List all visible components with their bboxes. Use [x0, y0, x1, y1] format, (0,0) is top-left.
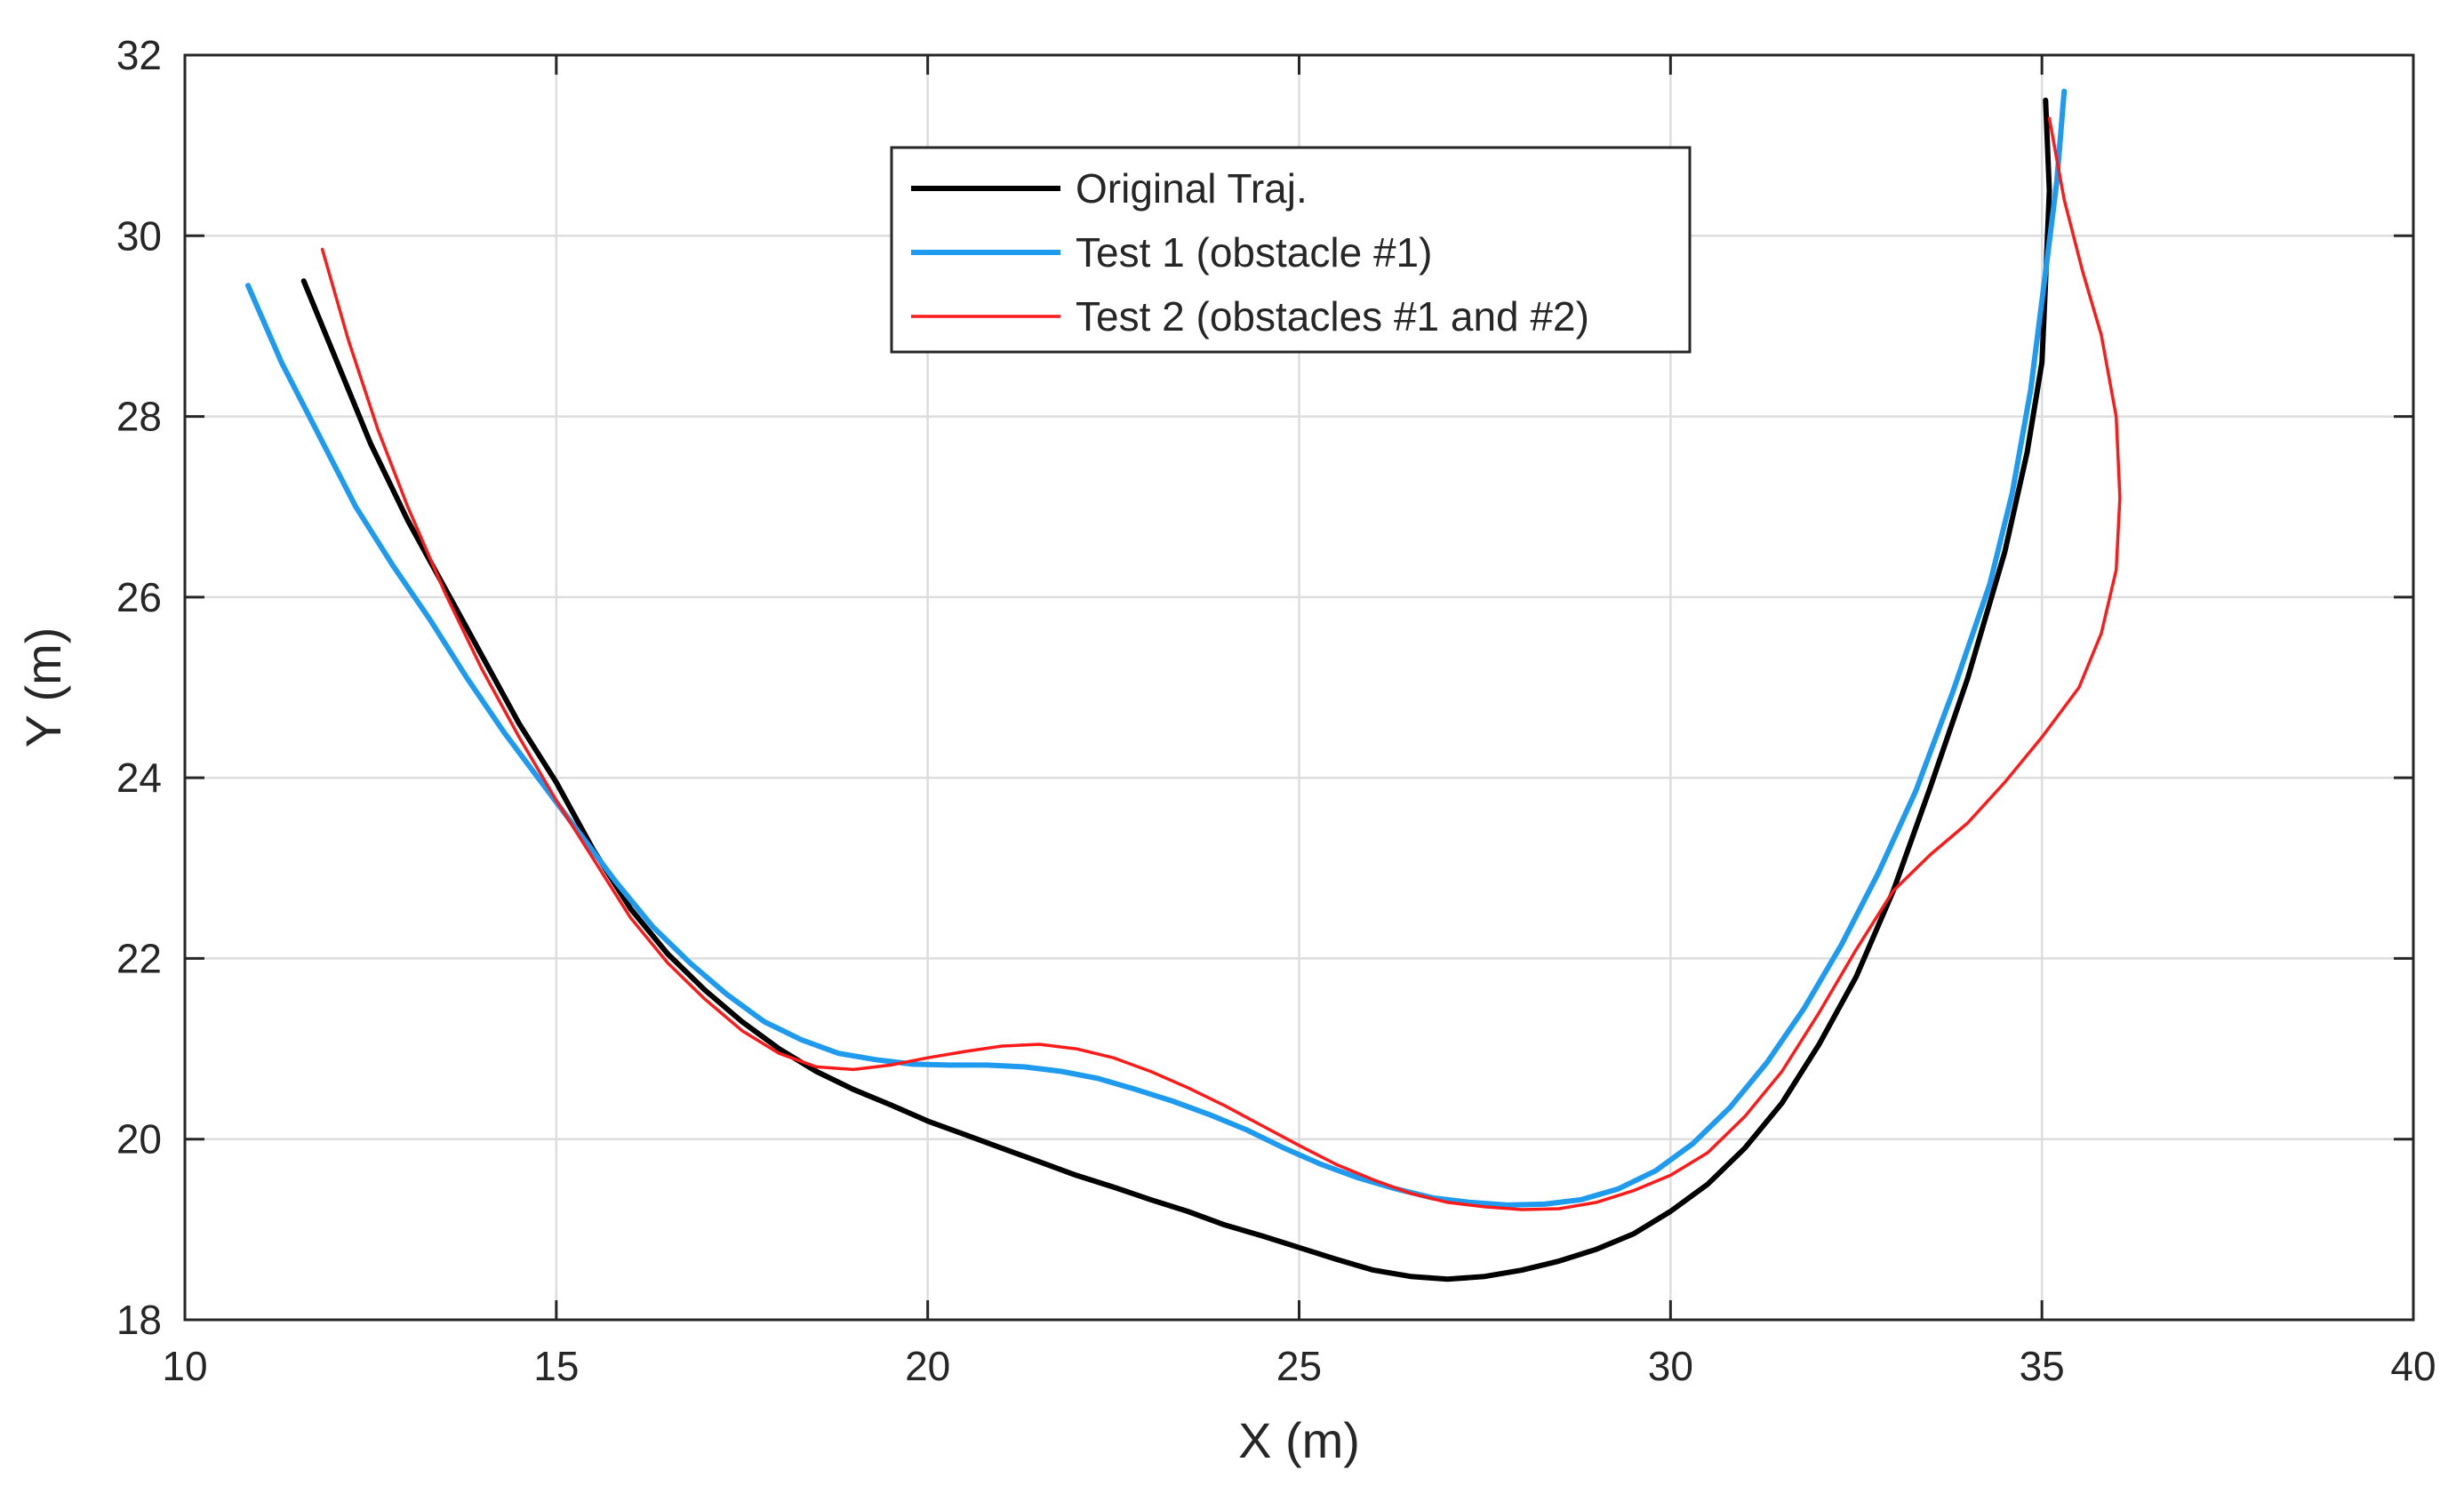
y-tick-label: 20 [116, 1116, 162, 1162]
y-tick-label: 22 [116, 935, 162, 981]
y-tick-label: 24 [116, 755, 162, 801]
x-axis-label: X (m) [1238, 1412, 1360, 1468]
legend-label-3: Test 2 (obstacles #1 and #2) [1076, 293, 1589, 340]
x-tick-label: 10 [162, 1343, 207, 1389]
series-lines [245, 88, 2122, 1282]
y-tick-label: 30 [116, 212, 162, 259]
y-tick-label: 32 [116, 32, 162, 78]
y-tick-label: 28 [116, 394, 162, 440]
y-tick-labels: 18 20 22 24 26 28 30 32 [116, 32, 162, 1343]
y-tick-label: 26 [116, 574, 162, 620]
x-tick-labels: 10 15 20 25 30 35 40 [162, 1343, 2436, 1389]
legend: Original Traj. Test 1 (obstacle #1) Test 2… [890, 146, 1692, 354]
x-tick-label: 35 [2020, 1343, 2065, 1389]
legend-label-1: Original Traj. [1076, 165, 1308, 212]
x-tick-label: 40 [2390, 1343, 2436, 1389]
x-tick-label: 15 [533, 1343, 579, 1389]
legend-label-2: Test 1 (obstacle #1) [1076, 229, 1432, 276]
x-tick-label: 30 [1648, 1343, 1693, 1389]
series-line-3 [320, 116, 2122, 1211]
x-tick-label: 20 [905, 1343, 950, 1389]
plot-area-frame [183, 53, 2415, 1322]
x-tick-label: 25 [1276, 1343, 1322, 1389]
y-axis-label: Y (m) [15, 627, 71, 748]
y-tick-label: 18 [116, 1297, 162, 1343]
